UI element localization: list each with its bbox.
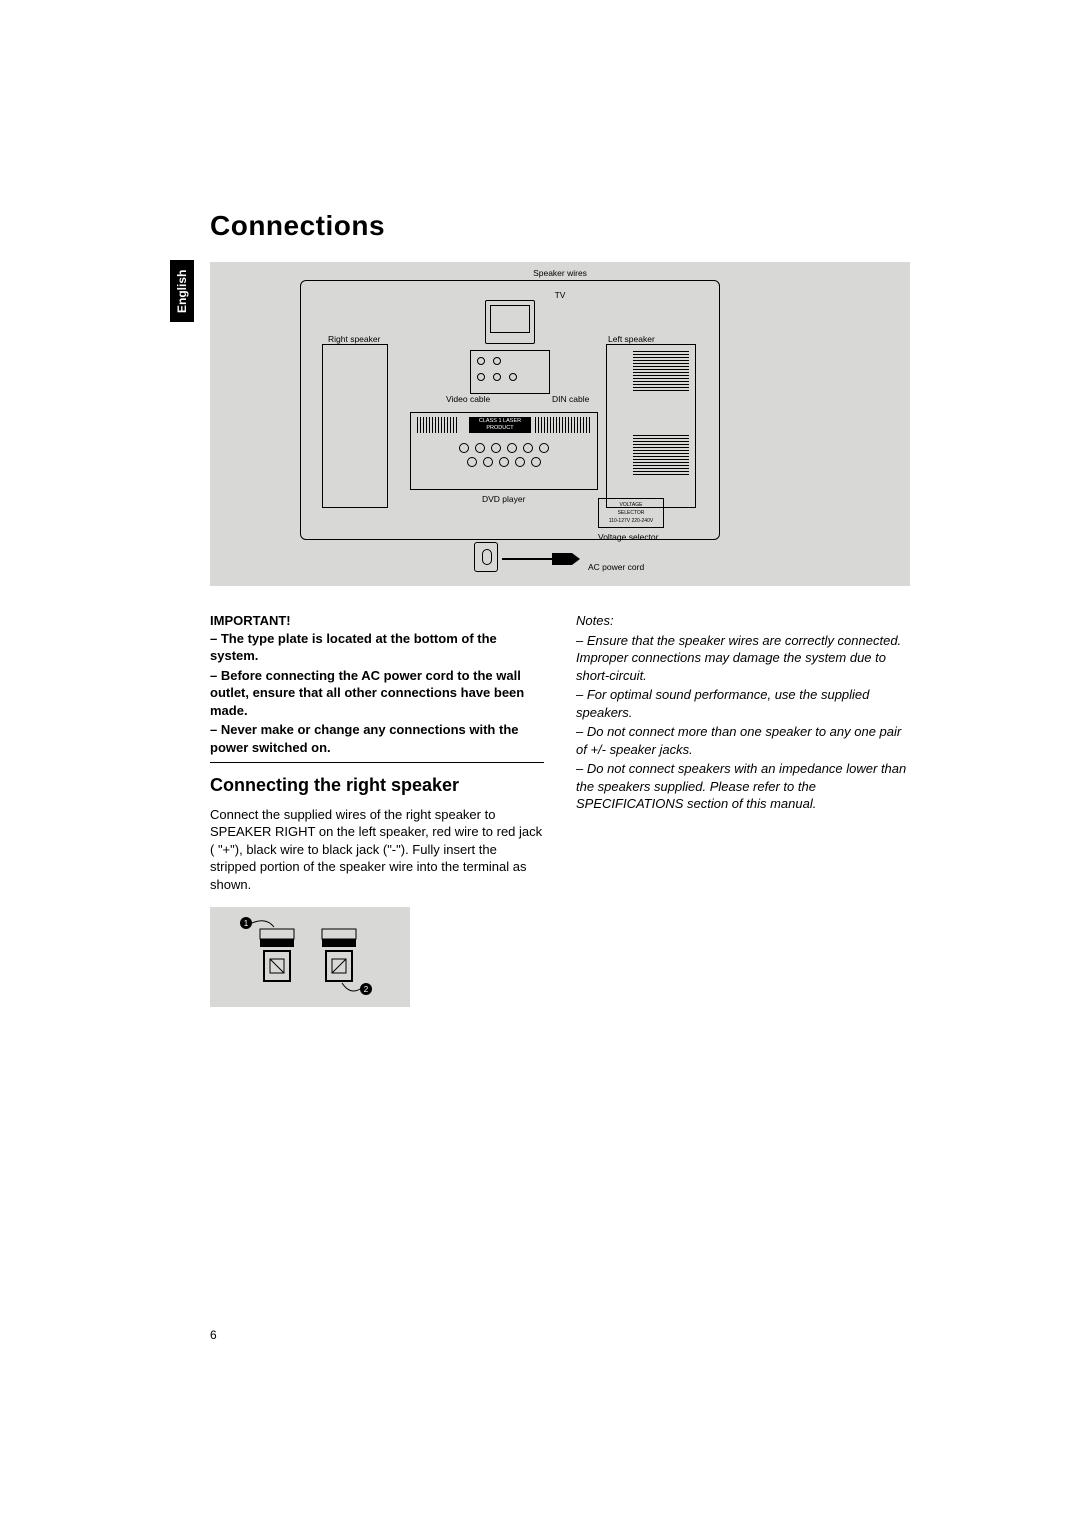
label-tv: TV [555, 290, 566, 300]
right-column: Notes: – Ensure that the speaker wires a… [576, 612, 910, 1007]
divider [210, 762, 544, 763]
left-column: IMPORTANT! – The type plate is located a… [210, 612, 544, 1007]
body-text: Connect the supplied wires of the right … [210, 806, 544, 894]
note-item: – Do not connect more than one speaker t… [576, 723, 910, 758]
text-columns: IMPORTANT! – The type plate is located a… [210, 612, 910, 1007]
label-video-cable: Video cable [446, 394, 490, 404]
label-left-speaker: Left speaker [608, 334, 655, 344]
terminal-svg: 1 [210, 907, 410, 1007]
subheading: Connecting the right speaker [210, 773, 544, 797]
important-bullet: – The type plate is located at the botto… [210, 630, 544, 665]
laser-label: CLASS 1 LASER PRODUCT [469, 417, 531, 433]
note-item: – Do not connect speakers with an impeda… [576, 760, 910, 813]
terminal-diagram: 1 [210, 907, 410, 1007]
important-bullet: – Never make or change any connections w… [210, 721, 544, 756]
important-bullet: – Before connecting the AC power cord to… [210, 667, 544, 720]
label-din-cable: DIN cable [552, 394, 589, 404]
right-speaker-box [322, 344, 388, 508]
page-title: Connections [210, 210, 910, 242]
svg-text:1: 1 [244, 919, 249, 928]
ac-outlet [474, 542, 498, 572]
label-ac-cord: AC power cord [588, 562, 644, 572]
av-panel [470, 350, 550, 394]
voltage-selector-box: VOLTAGE SELECTOR 110-127V 220-240V [598, 498, 664, 528]
svg-text:2: 2 [364, 985, 369, 994]
note-item: – For optimal sound performance, use the… [576, 686, 910, 721]
left-speaker-box [606, 344, 696, 508]
page: English Connections Speaker wires TV Rig… [0, 0, 1080, 1007]
note-item: – Ensure that the speaker wires are corr… [576, 632, 910, 685]
label-speaker-wires: Speaker wires [533, 268, 587, 278]
notes-heading: Notes: [576, 612, 910, 630]
ac-plug-icon [502, 550, 582, 568]
tv-box [485, 300, 535, 344]
label-voltage-selector: Voltage selector [598, 532, 658, 542]
dvd-player-box: CLASS 1 LASER PRODUCT [410, 412, 598, 490]
language-tab: English [170, 260, 194, 322]
important-heading: IMPORTANT! [210, 612, 544, 630]
label-dvd-player: DVD player [482, 494, 525, 504]
connection-diagram: Speaker wires TV Right speaker Left spea… [210, 262, 910, 586]
important-list: – The type plate is located at the botto… [210, 630, 544, 757]
label-right-speaker: Right speaker [328, 334, 380, 344]
page-number: 6 [210, 1328, 217, 1342]
